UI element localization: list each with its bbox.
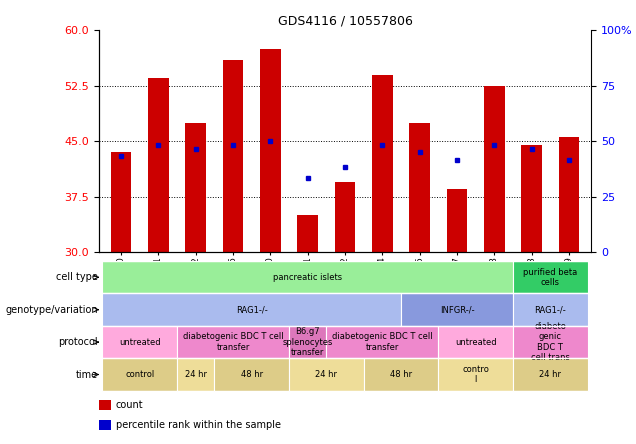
Text: genotype/variation: genotype/variation (5, 305, 98, 315)
Text: RAG1-/-: RAG1-/- (534, 305, 566, 314)
Text: protocol: protocol (59, 337, 98, 347)
Text: 24 hr: 24 hr (315, 370, 337, 379)
Bar (446, 189, 467, 252)
Bar (177, 326, 289, 358)
Text: percentile rank within the sample: percentile rank within the sample (116, 420, 281, 430)
Text: B6.g7
splenocytes
transfer: B6.g7 splenocytes transfer (282, 327, 333, 357)
Bar (410, 123, 430, 252)
Bar (513, 261, 588, 293)
Bar (522, 145, 542, 252)
Bar (298, 215, 318, 252)
Bar (372, 75, 392, 252)
Bar (513, 326, 588, 358)
Text: untreated: untreated (455, 337, 497, 347)
Text: 24 hr: 24 hr (184, 370, 207, 379)
Text: 48 hr: 48 hr (240, 370, 263, 379)
Bar (513, 358, 588, 391)
Bar (102, 358, 177, 391)
Bar (99, 400, 111, 410)
Text: pancreatic islets: pancreatic islets (273, 273, 342, 282)
Bar (401, 293, 513, 326)
Bar (260, 49, 280, 252)
Text: untreated: untreated (119, 337, 160, 347)
Bar (289, 326, 326, 358)
Text: count: count (116, 400, 144, 410)
Bar (148, 78, 169, 252)
Bar (102, 293, 401, 326)
Bar (364, 358, 438, 391)
Text: time: time (76, 369, 98, 380)
Bar (559, 138, 579, 252)
Title: GDS4116 / 10557806: GDS4116 / 10557806 (277, 15, 413, 28)
Bar (438, 326, 513, 358)
Text: diabeto
genic
BDC T
cell trans: diabeto genic BDC T cell trans (531, 322, 570, 362)
Text: purified beta
cells: purified beta cells (523, 268, 577, 287)
Bar (102, 261, 513, 293)
Bar (484, 86, 504, 252)
Text: cell type: cell type (56, 272, 98, 282)
Bar (335, 182, 356, 252)
Bar (102, 326, 177, 358)
Text: RAG1-/-: RAG1-/- (236, 305, 268, 314)
Bar (111, 152, 131, 252)
Bar (438, 358, 513, 391)
Text: 48 hr: 48 hr (390, 370, 412, 379)
Bar (289, 358, 364, 391)
Text: control: control (125, 370, 155, 379)
Bar (326, 326, 438, 358)
Text: diabetogenic BDC T cell
transfer: diabetogenic BDC T cell transfer (183, 333, 283, 352)
Bar (186, 123, 206, 252)
Bar (177, 358, 214, 391)
Text: diabetogenic BDC T cell
transfer: diabetogenic BDC T cell transfer (332, 333, 432, 352)
Text: contro
l: contro l (462, 365, 489, 384)
Bar (99, 420, 111, 430)
Text: 24 hr: 24 hr (539, 370, 562, 379)
Bar (513, 293, 588, 326)
Bar (214, 358, 289, 391)
Bar (223, 60, 244, 252)
Text: INFGR-/-: INFGR-/- (439, 305, 474, 314)
